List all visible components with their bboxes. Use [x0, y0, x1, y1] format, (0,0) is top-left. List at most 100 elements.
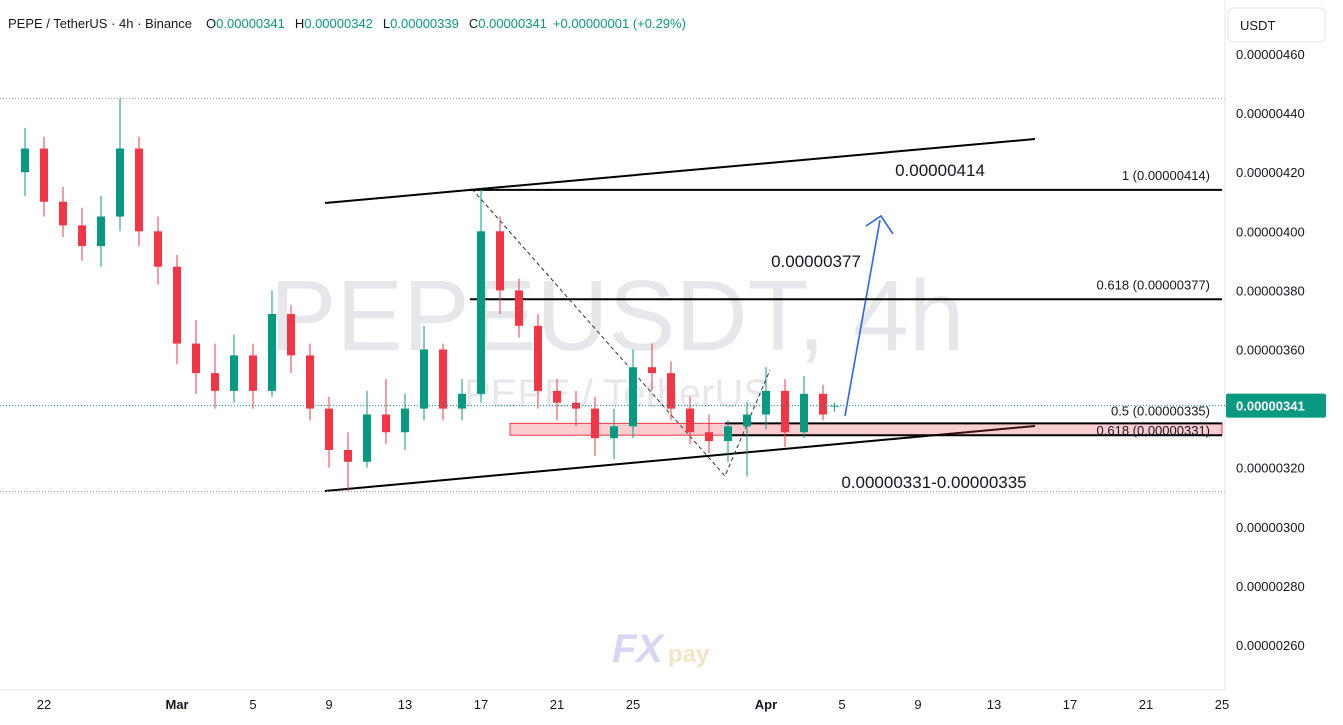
- candle-body: [667, 373, 676, 409]
- x-tick-label: 9: [914, 697, 921, 712]
- candle-body: [363, 414, 372, 462]
- candle-body: [705, 432, 714, 442]
- x-tick-label: 21: [1139, 697, 1153, 712]
- candle-body: [249, 355, 258, 391]
- candle-body: [458, 393, 467, 409]
- candle-body: [591, 408, 600, 439]
- annotation: 0.00000331-0.00000335: [841, 473, 1026, 492]
- candle-body: [268, 314, 277, 391]
- candle-body: [344, 449, 353, 462]
- x-tick-label: 25: [1215, 697, 1229, 712]
- ohlc-key: H: [295, 16, 304, 31]
- candle-body: [496, 231, 505, 291]
- candle-body: [762, 390, 771, 415]
- x-tick-label: 5: [838, 697, 845, 712]
- y-tick-label: 0.00000360: [1236, 342, 1305, 357]
- y-tick-label: 0.00000440: [1236, 106, 1305, 121]
- last-price-label: 0.00000341: [1236, 399, 1305, 414]
- zigzag: [471, 188, 771, 477]
- candle-body: [306, 355, 315, 409]
- x-tick-label: 25: [626, 697, 640, 712]
- ohlc-value: 0.00000339: [390, 16, 459, 31]
- last-price-tag: [1226, 393, 1326, 418]
- trendline-upper: [324, 138, 1036, 204]
- candle-body: [211, 373, 220, 391]
- candle-body: [287, 314, 296, 356]
- candle-body: [818, 393, 827, 415]
- y-tick-label: 0.00000380: [1236, 283, 1305, 298]
- candle-body: [553, 390, 562, 403]
- y-tick-label: 0.00000420: [1236, 165, 1305, 180]
- ohlc-value: 0.00000341: [216, 16, 285, 31]
- candle-body: [116, 148, 125, 217]
- candle-body: [743, 414, 752, 427]
- y-tick-label: 0.00000260: [1236, 638, 1305, 653]
- y-tick-label: 0.00000280: [1236, 579, 1305, 594]
- x-tick-label: 9: [325, 697, 332, 712]
- x-tick-label: 17: [1063, 697, 1077, 712]
- y-tick-label: 0.00000400: [1236, 224, 1305, 239]
- candle-body: [420, 349, 429, 409]
- x-tick-label: 17: [474, 697, 488, 712]
- y-tick-label: 0.00000320: [1236, 461, 1305, 476]
- x-tick-label: 5: [249, 697, 256, 712]
- candle-body: [59, 201, 68, 226]
- annotation: 0.00000414: [895, 161, 985, 180]
- ohlc-key: O: [206, 16, 216, 31]
- x-tick-label: 21: [550, 697, 564, 712]
- candle-body: [97, 216, 106, 247]
- ohlc-key: C: [469, 16, 478, 31]
- candle-body: [230, 355, 239, 391]
- fib-label: 1 (0.00000414): [1122, 168, 1210, 183]
- currency-box[interactable]: [1227, 7, 1326, 43]
- fib-label: 0.618 (0.00000377): [1097, 277, 1210, 292]
- arrow-head: [865, 214, 894, 235]
- logo-fx: FX: [612, 627, 665, 671]
- candle-body: [325, 408, 334, 450]
- candle-body: [781, 390, 790, 433]
- x-tick-label: 13: [987, 697, 1001, 712]
- candle-body: [439, 349, 448, 409]
- change: +0.00000001 (+0.29%): [553, 16, 686, 31]
- candle-body: [78, 225, 87, 247]
- fib-label: 0.5 (0.00000335): [1111, 403, 1210, 418]
- header: PEPE / TetherUS · 4h · Binance O0.0000034…: [8, 16, 686, 31]
- candle-body: [21, 148, 30, 173]
- candle-body: [515, 290, 524, 326]
- symbol: PEPE / TetherUS · 4h · Binance: [8, 16, 192, 31]
- watermark-subtitle: PEPE / TetherUS: [464, 372, 770, 416]
- watermark: PEPEUSDT, 4h PEPE / TetherUS FX pay: [270, 260, 965, 671]
- ohlc-key: L: [383, 16, 390, 31]
- candle-body: [401, 408, 410, 433]
- x-tick-label: 22: [37, 697, 51, 712]
- trendline-lower: [324, 425, 1036, 492]
- fib-label: 0.618 (0.00000331): [1097, 423, 1210, 438]
- candle-body: [173, 266, 182, 344]
- currency[interactable]: USDT: [1240, 18, 1275, 33]
- ohlc: O0.00000341 H0.00000342 L0.00000339 C0.0000…: [206, 16, 547, 31]
- ohlc-value: 0.00000341: [478, 16, 547, 31]
- y-tick-label: 0.00000300: [1236, 520, 1305, 535]
- projection-arrow: [844, 219, 881, 417]
- candle-body: [648, 367, 657, 374]
- candle-body: [382, 414, 391, 433]
- candle-body: [610, 426, 619, 439]
- logo-pay: pay: [668, 641, 710, 668]
- candle-body: [135, 148, 144, 232]
- x-tick-label: Apr: [755, 697, 777, 712]
- candle-body: [534, 325, 543, 391]
- ohlc-value: 0.00000342: [304, 16, 373, 31]
- candle-body: [629, 367, 638, 427]
- candle-body: [154, 231, 163, 267]
- candle-body: [686, 408, 695, 433]
- candle-body: [724, 426, 733, 442]
- x-tick-label: Mar: [165, 697, 188, 712]
- x-tick-label: 13: [398, 697, 412, 712]
- candle-body: [477, 231, 486, 394]
- candle-body: [40, 148, 49, 202]
- watermark-title: PEPEUSDT, 4h: [270, 260, 965, 372]
- candle-body: [800, 393, 809, 433]
- candle-body: [192, 343, 201, 374]
- y-tick-label: 0.00000460: [1236, 47, 1305, 62]
